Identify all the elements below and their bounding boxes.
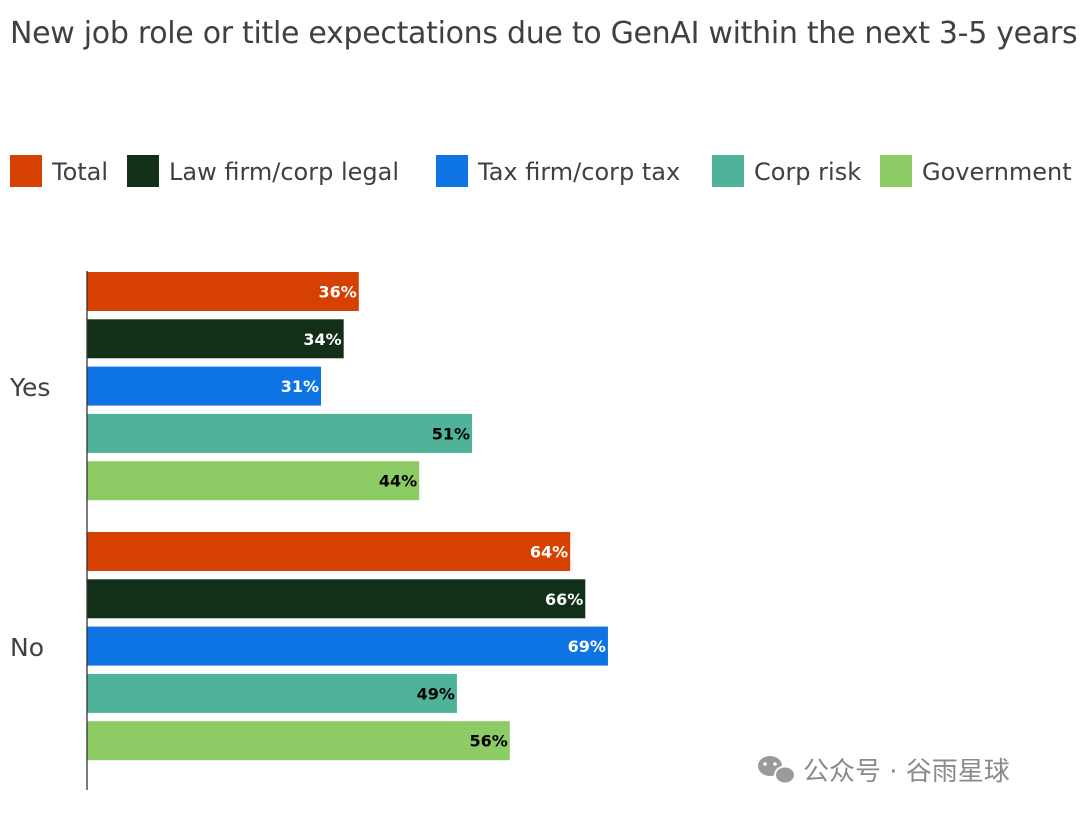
legend-swatch-government (880, 155, 912, 187)
bar-yes-total (87, 272, 359, 311)
bar-label-yes-government: 44% (379, 472, 417, 491)
chart-title: New job role or title expectations due t… (10, 16, 1078, 51)
bar-label-no-government: 56% (470, 732, 508, 751)
legend-swatch-tax-firm-corp-tax (436, 155, 468, 187)
bar-no-law-firm-corp-legal (87, 579, 586, 619)
category-label-yes: Yes (9, 373, 50, 402)
bar-no-government (87, 721, 510, 761)
category-labels: Yes No (9, 373, 50, 662)
legend-item-law-firm-corp-legal: Law firm/corp legal (127, 155, 399, 187)
bars: 36% 34% 31% 51% 44% 64% 66% 69% 49% 56% (87, 272, 608, 761)
legend-item-government: Government (880, 155, 1072, 187)
bar-label-no-tax-firm-corp-tax: 69% (568, 637, 606, 656)
bar-yes-tax-firm-corp-tax (87, 366, 322, 406)
legend-label-tax-firm-corp-tax: Tax firm/corp tax (477, 158, 680, 186)
bar-yes-corp-risk (87, 413, 473, 453)
bar-label-yes-total: 36% (319, 283, 357, 302)
legend-label-government: Government (922, 158, 1072, 186)
watermark-text: 公众号 · 谷雨星球 (803, 757, 1010, 787)
bar-label-yes-corp-risk: 51% (432, 424, 470, 443)
legend-item-total: Total (10, 155, 108, 187)
bar-yes-law-firm-corp-legal (87, 319, 344, 359)
bar-label-no-total: 64% (530, 543, 568, 562)
legend-swatch-law-firm-corp-legal (127, 155, 159, 187)
legend-swatch-total (10, 155, 42, 187)
bar-label-yes-tax-firm-corp-tax: 31% (281, 377, 319, 396)
wechat-icon (758, 756, 796, 785)
bar-label-no-corp-risk: 49% (417, 684, 455, 703)
bar-no-tax-firm-corp-tax (87, 626, 608, 666)
bar-no-total (87, 532, 571, 571)
bar-no-corp-risk (87, 673, 457, 713)
category-label-no: No (10, 633, 44, 662)
bar-label-no-law-firm-corp-legal: 66% (545, 590, 583, 609)
watermark: 公众号 · 谷雨星球 (758, 756, 1010, 787)
legend: Total Law firm/corp legal Tax firm/corp ta… (10, 155, 1072, 187)
bar-yes-government (87, 461, 420, 501)
legend-item-tax-firm-corp-tax: Tax firm/corp tax (436, 155, 680, 187)
legend-label-total: Total (51, 158, 108, 186)
bar-label-yes-law-firm-corp-legal: 34% (303, 330, 341, 349)
legend-swatch-corp-risk (712, 155, 744, 187)
legend-label-corp-risk: Corp risk (754, 158, 861, 186)
legend-label-law-firm-corp-legal: Law firm/corp legal (169, 158, 399, 186)
legend-item-corp-risk: Corp risk (712, 155, 861, 187)
